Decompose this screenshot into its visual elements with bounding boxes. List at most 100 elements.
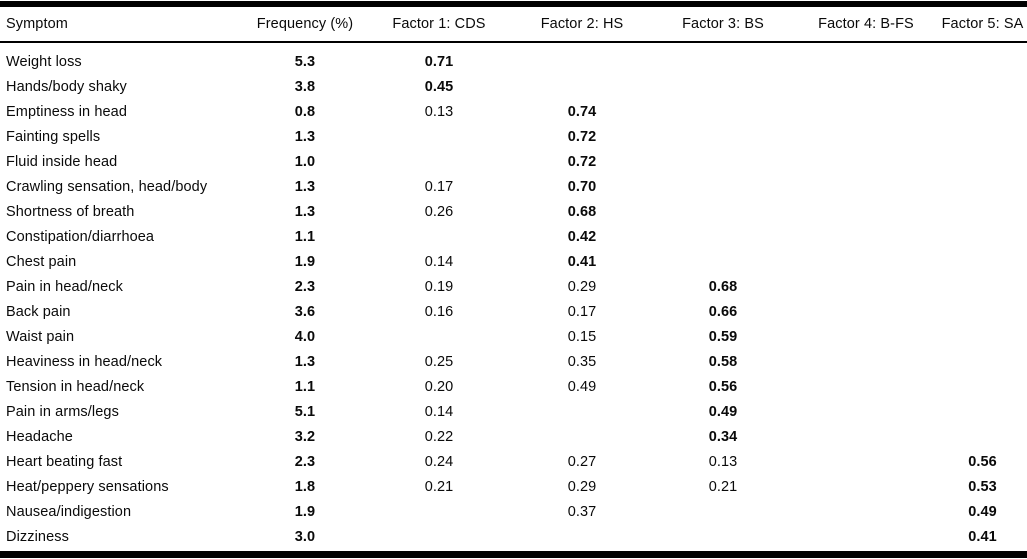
table-row: Waist pain 4.0 0.15 0.59 (0, 324, 1027, 349)
value-cell-factor1-cds: 0.14 (424, 403, 454, 420)
value-cell-factor4-bfs (794, 224, 938, 249)
value-cell-factor4-bfs (794, 474, 938, 499)
value-cell-frequency: 2.3 (294, 453, 316, 470)
value-cell-factor5-sa (938, 224, 1027, 249)
value-cell-factor1-cds: 0.22 (424, 428, 454, 445)
value-cell-factor3-bs: 0.21 (708, 478, 738, 495)
value-cell-frequency: 1.9 (294, 253, 316, 270)
symptom-cell: Pain in head/neck (6, 278, 123, 295)
value-cell-factor5-sa (938, 174, 1027, 199)
value-cell-factor2-hs (512, 399, 652, 424)
value-cell-factor3-bs: 0.49 (708, 403, 738, 420)
value-cell-factor3-bs: 0.58 (708, 353, 738, 370)
value-cell-frequency: 1.9 (294, 503, 316, 520)
symptom-cell: Nausea/indigestion (6, 503, 132, 520)
value-cell-factor4-bfs (794, 299, 938, 324)
value-cell-frequency: 3.6 (294, 303, 316, 320)
table-row: Chest pain 1.9 0.14 0.41 (0, 249, 1027, 274)
value-cell-factor1-cds: 0.45 (424, 78, 454, 95)
table-row: Fainting spells 1.3 0.72 (0, 124, 1027, 149)
symptom-cell: Dizziness (6, 528, 69, 545)
value-cell-factor3-bs: 0.13 (708, 453, 738, 470)
value-cell-frequency: 1.1 (294, 378, 316, 395)
table-row: Heaviness in head/neck 1.3 0.25 0.35 0.58 (0, 349, 1027, 374)
value-cell-frequency: 3.2 (294, 428, 316, 445)
value-cell-factor3-bs: 0.56 (708, 378, 738, 395)
value-cell-factor3-bs (652, 224, 794, 249)
value-cell-factor3-bs (652, 124, 794, 149)
value-cell-factor3-bs (652, 499, 794, 524)
value-cell-factor1-cds: 0.25 (424, 353, 454, 370)
column-header-factor2-hs: Factor 2: HS (512, 7, 652, 43)
symptom-factor-loadings-table: Symptom Frequency (%) Factor 1: CDS Factor … (0, 7, 1027, 549)
table-row: Tension in head/neck 1.1 0.20 0.49 0.56 (0, 374, 1027, 399)
value-cell-factor1-cds: 0.14 (424, 253, 454, 270)
value-cell-factor5-sa (938, 124, 1027, 149)
value-cell-factor4-bfs (794, 524, 938, 549)
value-cell-factor5-sa (938, 424, 1027, 449)
value-cell-factor5-sa (938, 249, 1027, 274)
table-row: Dizziness 3.0 0.41 (0, 524, 1027, 549)
column-header-factor5-sa: Factor 5: SA (938, 7, 1027, 43)
value-cell-factor2-hs: 0.27 (567, 453, 597, 470)
value-cell-factor1-cds: 0.21 (424, 478, 454, 495)
value-cell-factor1-cds (366, 224, 512, 249)
value-cell-factor5-sa (938, 99, 1027, 124)
value-cell-factor4-bfs (794, 149, 938, 174)
table-row: Pain in arms/legs 5.1 0.14 0.49 (0, 399, 1027, 424)
value-cell-factor4-bfs (794, 174, 938, 199)
value-cell-frequency: 1.1 (294, 228, 316, 245)
value-cell-factor2-hs: 0.15 (567, 328, 597, 345)
value-cell-factor1-cds: 0.20 (424, 378, 454, 395)
value-cell-frequency: 1.3 (294, 178, 316, 195)
value-cell-factor3-bs (652, 199, 794, 224)
value-cell-factor1-cds: 0.26 (424, 203, 454, 220)
value-cell-frequency: 5.1 (294, 403, 316, 420)
value-cell-factor4-bfs (794, 124, 938, 149)
value-cell-factor5-sa (938, 274, 1027, 299)
value-cell-factor3-bs (652, 249, 794, 274)
value-cell-factor3-bs (652, 149, 794, 174)
value-cell-factor2-hs: 0.17 (567, 303, 597, 320)
value-cell-factor1-cds (366, 324, 512, 349)
value-cell-factor3-bs: 0.68 (708, 278, 738, 295)
table-row: Constipation/diarrhoea 1.1 0.42 (0, 224, 1027, 249)
value-cell-factor1-cds (366, 149, 512, 174)
value-cell-factor1-cds: 0.17 (424, 178, 454, 195)
table-top-rule (0, 1, 1027, 7)
value-cell-factor5-sa (938, 149, 1027, 174)
value-cell-frequency: 1.3 (294, 353, 316, 370)
column-header-factor1-cds: Factor 1: CDS (366, 7, 512, 43)
value-cell-frequency: 3.8 (294, 78, 316, 95)
value-cell-factor3-bs: 0.34 (708, 428, 738, 445)
symptom-cell: Fluid inside head (6, 153, 118, 170)
table-row: Emptiness in head 0.8 0.13 0.74 (0, 99, 1027, 124)
value-cell-frequency: 3.0 (294, 528, 316, 545)
table-row: Headache 3.2 0.22 0.34 (0, 424, 1027, 449)
symptom-cell: Heaviness in head/neck (6, 353, 163, 370)
value-cell-factor5-sa: 0.41 (968, 528, 997, 545)
table-row: Weight loss 5.3 0.71 (0, 49, 1027, 74)
value-cell-factor4-bfs (794, 199, 938, 224)
value-cell-factor5-sa (938, 74, 1027, 99)
value-cell-factor5-sa (938, 199, 1027, 224)
symptom-cell: Shortness of breath (6, 203, 135, 220)
value-cell-factor2-hs (512, 424, 652, 449)
value-cell-factor2-hs: 0.42 (567, 228, 597, 245)
value-cell-factor3-bs (652, 74, 794, 99)
value-cell-factor2-hs: 0.68 (567, 203, 597, 220)
symptom-cell: Heart beating fast (6, 453, 123, 470)
value-cell-factor2-hs: 0.29 (567, 478, 597, 495)
column-header-factor3-bs: Factor 3: BS (652, 7, 794, 43)
value-cell-factor1-cds: 0.16 (424, 303, 454, 320)
value-cell-factor2-hs: 0.37 (567, 503, 597, 520)
table-row: Shortness of breath 1.3 0.26 0.68 (0, 199, 1027, 224)
value-cell-factor5-sa: 0.53 (968, 478, 997, 495)
value-cell-factor4-bfs (794, 374, 938, 399)
value-cell-frequency: 2.3 (294, 278, 316, 295)
value-cell-factor1-cds: 0.13 (424, 103, 454, 120)
value-cell-factor4-bfs (794, 74, 938, 99)
value-cell-factor2-hs: 0.35 (567, 353, 597, 370)
table-body: Weight loss 5.3 0.71 Hands/body shaky 3.8 0.4… (0, 42, 1027, 549)
